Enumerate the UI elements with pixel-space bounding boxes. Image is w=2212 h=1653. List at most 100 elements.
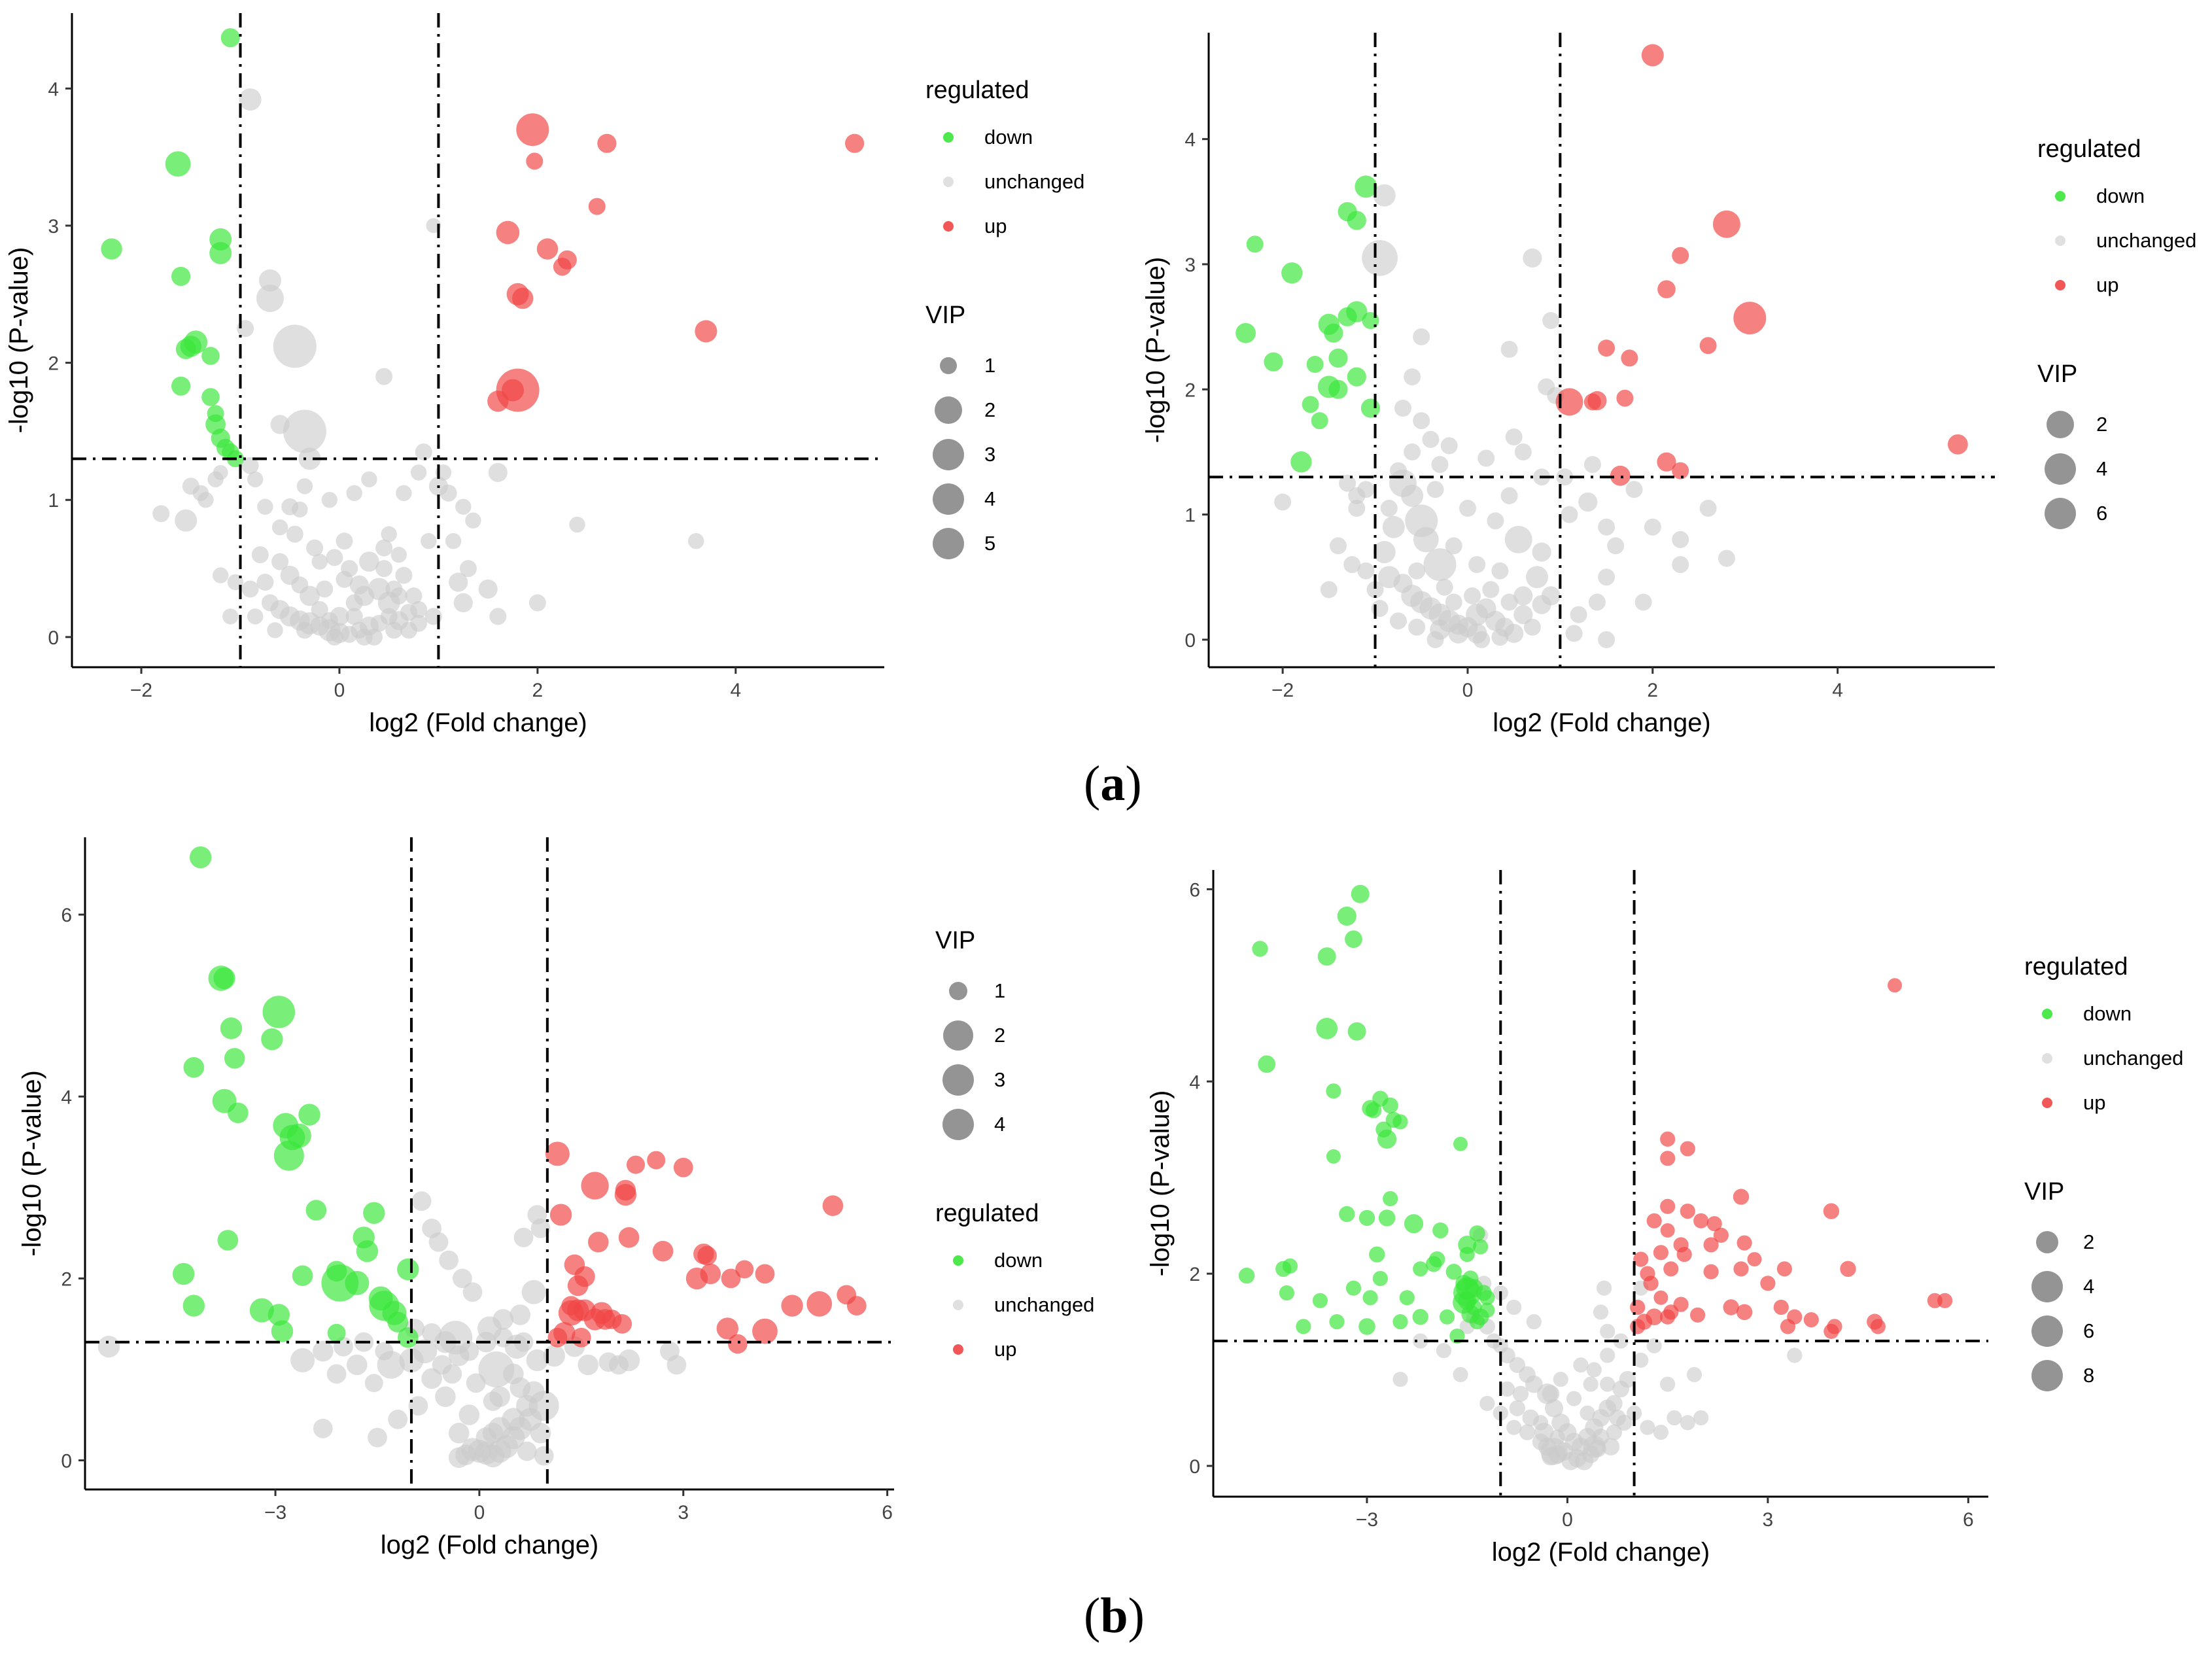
point-unchanged <box>1600 1323 1616 1339</box>
point-up <box>1733 1261 1749 1277</box>
point-unchanged <box>345 608 363 625</box>
point-up <box>618 1227 640 1248</box>
point-up <box>547 1327 568 1348</box>
point-down <box>1339 1206 1355 1223</box>
point-up <box>487 391 509 412</box>
point-unchanged <box>213 567 229 583</box>
point-unchanged <box>1660 1376 1676 1392</box>
point-up <box>1672 462 1689 479</box>
chart-b-right: −3 0 3 6 0 2 4 6 log2 (Fold change) -log10 (P-val… <box>1146 870 2183 1567</box>
point-down <box>1413 1261 1428 1277</box>
point-down <box>1404 1214 1424 1234</box>
point-unchanged <box>410 600 428 618</box>
point-unchanged <box>1487 512 1504 530</box>
point-unchanged <box>326 628 343 646</box>
point-unchanged <box>388 1410 408 1429</box>
point-unchanged <box>502 1408 525 1431</box>
point-down <box>271 1320 294 1342</box>
point-unchanged <box>311 600 328 618</box>
point-unchanged <box>483 1391 503 1412</box>
point-unchanged <box>1523 618 1541 636</box>
point-unchanged <box>313 1340 334 1362</box>
legend-label-unchanged: unchanged <box>994 1293 1094 1316</box>
point-unchanged <box>510 1304 531 1325</box>
y-tick-label: 0 <box>61 1451 72 1472</box>
x-tick-label: 0 <box>1562 1509 1573 1531</box>
y-axis-title: -log10 (P-value) <box>1141 257 1170 444</box>
point-down <box>1392 1314 1408 1330</box>
y-tick-label: 6 <box>61 905 72 926</box>
point-unchanged <box>462 1282 483 1302</box>
point-up <box>1760 1276 1776 1291</box>
point-unchanged <box>239 88 262 111</box>
point-unchanged <box>408 1396 428 1416</box>
point-unchanged <box>1453 1366 1468 1382</box>
legend-vip: VIP 1 2 3 4 <box>935 927 1005 1140</box>
point-unchanged <box>395 566 413 584</box>
point-up <box>588 198 606 215</box>
x-axis-title: log2 (Fold change) <box>369 708 587 737</box>
point-up <box>1616 389 1634 407</box>
y-tick-label: 3 <box>48 216 59 237</box>
point-up <box>614 1183 637 1206</box>
point-unchanged <box>517 1441 537 1461</box>
point-unchanged <box>1693 1410 1709 1426</box>
point-down <box>1316 1018 1338 1039</box>
point-unchanged <box>1459 500 1476 517</box>
point-unchanged <box>1644 518 1661 536</box>
legend-key-down <box>2042 1009 2052 1019</box>
point-unchanged <box>449 572 468 592</box>
point-unchanged <box>1625 481 1643 498</box>
y-tick-label: 4 <box>1189 1071 1200 1093</box>
point-unchanged <box>1362 240 1398 276</box>
point-unchanged <box>326 1364 347 1384</box>
point-up <box>752 1318 778 1344</box>
point-up <box>1713 1227 1729 1243</box>
x-tick-label: 2 <box>532 680 544 701</box>
point-unchanged <box>175 509 198 532</box>
point-unchanged <box>1320 581 1338 599</box>
legend-label-unchanged: unchanged <box>984 170 1084 193</box>
point-down <box>1338 307 1357 326</box>
x-tick-label: −2 <box>1271 680 1294 701</box>
point-unchanged <box>1366 581 1384 599</box>
point-up <box>612 1314 632 1334</box>
point-unchanged <box>455 498 472 515</box>
point-down <box>261 1028 283 1051</box>
y-tick-label: 0 <box>1184 630 1196 652</box>
point-unchanged <box>321 492 337 508</box>
point-down <box>1432 1222 1449 1239</box>
point-down <box>190 846 212 869</box>
point-unchanged <box>530 1423 551 1444</box>
point-unchanged <box>1464 587 1481 604</box>
point-unchanged <box>1389 612 1407 630</box>
chart-a-left: −2 0 2 4 0 1 2 3 4 log2 (Fold change) -log10 (P-va… <box>5 13 1084 737</box>
point-unchanged <box>1542 312 1560 329</box>
point-up <box>1660 1223 1675 1238</box>
legend-vip-key <box>940 357 957 374</box>
point-down <box>292 1265 313 1286</box>
point-unchanged <box>569 516 585 533</box>
point-up <box>1827 1319 1842 1334</box>
point-unchanged <box>256 574 274 591</box>
point-down <box>1326 1149 1341 1164</box>
point-unchanged <box>400 621 417 639</box>
x-axis-title: log2 (Fold change) <box>1492 1538 1710 1567</box>
point-unchanged <box>396 485 412 501</box>
point-unchanged <box>1357 562 1375 580</box>
point-unchanged <box>1445 537 1462 555</box>
point-up <box>1653 1290 1668 1305</box>
point-up <box>1773 1299 1789 1315</box>
point-unchanged <box>1613 1333 1629 1349</box>
point-up <box>597 133 617 153</box>
point-down <box>1377 1129 1397 1149</box>
point-down <box>173 1262 195 1285</box>
point-unchanged <box>442 1364 462 1384</box>
point-down <box>1392 1114 1408 1130</box>
x-tick-label: −3 <box>1356 1509 1378 1531</box>
point-down <box>165 151 191 177</box>
point-unchanged <box>1491 562 1509 580</box>
legend-label-unchanged: unchanged <box>2083 1047 2183 1070</box>
point-down <box>220 28 240 48</box>
point-unchanged <box>1588 593 1606 611</box>
